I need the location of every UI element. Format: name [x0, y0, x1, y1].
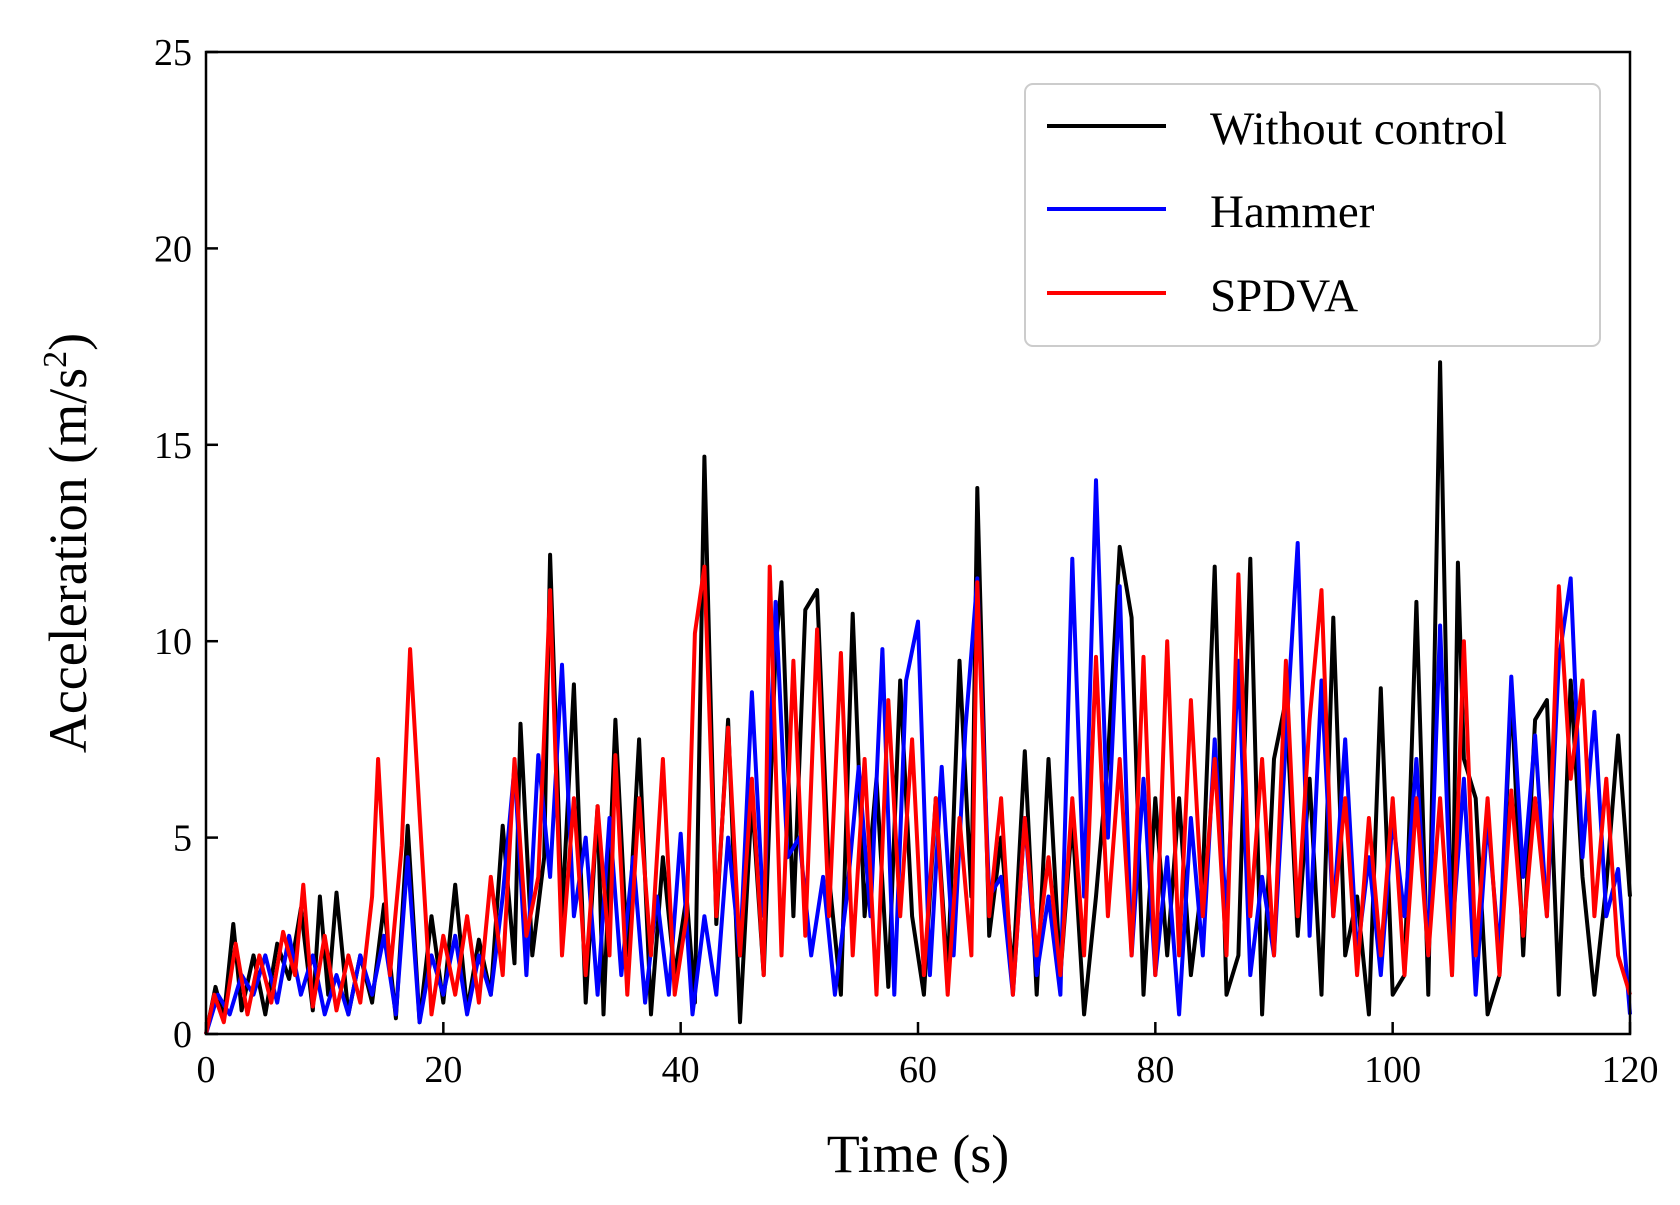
legend-box [1024, 83, 1601, 347]
y-tick-label: 15 [154, 425, 192, 467]
y-tick-label: 5 [173, 818, 192, 860]
legend-label-hammer: Hammer [1210, 186, 1375, 238]
y-axis-title: Acceleration (m/s2) [37, 333, 98, 753]
x-tick-label: 40 [662, 1049, 700, 1091]
legend-label-without-control: Without control [1210, 103, 1507, 155]
y-tick-label: 25 [154, 32, 192, 74]
y-tick-label: 10 [154, 621, 192, 663]
series-line-spdva [204, 564, 1632, 1035]
y-axis-title-close: ) [38, 333, 98, 351]
y-axis-title-main: Acceleration (m/s [38, 368, 98, 753]
x-tick-label: 20 [424, 1049, 462, 1091]
legend-label-spdva: SPDVA [1210, 270, 1358, 322]
x-tick-label: 60 [899, 1049, 937, 1091]
x-axis-title: Time (s) [827, 1124, 1010, 1184]
x-tick-label: 120 [1602, 1049, 1659, 1091]
x-tick-label: 100 [1364, 1049, 1421, 1091]
y-tick-label: 0 [173, 1014, 192, 1056]
x-tick-label: 80 [1136, 1049, 1174, 1091]
series-layer [204, 360, 1632, 1035]
y-tick-label: 20 [154, 228, 192, 270]
y-axis-title-superscript: 2 [37, 351, 74, 368]
x-tick-label: 0 [197, 1049, 216, 1091]
legend: Without control Hammer SPDVA [1024, 83, 1601, 347]
series-line-without-control [204, 360, 1632, 1035]
axis-ticks: 0 20 40 60 80 100 120 0 5 10 15 20 25 [154, 32, 1659, 1091]
